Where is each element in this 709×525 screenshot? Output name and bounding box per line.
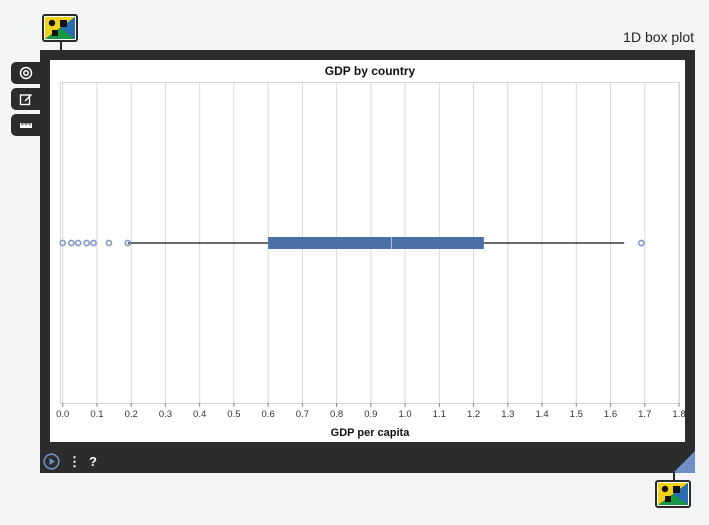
app-logo-icon [42,14,78,42]
tick-label: 0.6 [262,409,275,420]
outlier-point[interactable] [124,239,132,247]
chart-title: GDP by country [325,64,416,78]
tick-label: 1.1 [433,409,446,420]
outlier-point[interactable] [90,239,97,247]
tool-ruler-button[interactable] [11,114,41,136]
box-group[interactable] [127,237,625,249]
top-icon-connector [60,42,62,52]
box-body[interactable] [268,237,484,249]
tick-label: 1.6 [604,409,617,420]
play-icon [43,453,60,470]
outlier-point[interactable] [83,239,91,247]
box-plot-chart[interactable]: GDP by country 0.0 0.1 0.2 0.3 0.4 0.5 0.6 0.7 0… [50,60,685,442]
tick-label: 0.8 [330,409,343,420]
plot-area[interactable]: GDP by country 0.0 0.1 0.2 0.3 0.4 0.5 0.6 0.7 0… [50,60,685,442]
tick-label: 0.7 [296,409,309,420]
target-icon [19,66,33,80]
outlier-point[interactable] [105,239,113,247]
window-title: 1D box plot [623,29,694,45]
bottom-bar: ⋮ ? [40,450,695,473]
play-button[interactable] [43,453,60,474]
tick-label: 0.1 [90,409,103,420]
outlier-point[interactable] [59,239,67,247]
tick-label: 1.2 [467,409,480,420]
tick-label: 1.0 [398,409,411,420]
help-button[interactable]: ? [89,454,97,469]
tick-label: 1.8 [672,409,685,420]
tick-label: 0.2 [125,409,138,420]
tick-label: 0.4 [193,409,206,420]
tick-label: 0.0 [56,409,69,420]
tick-label: 1.3 [501,409,514,420]
tick-label: 0.3 [159,409,172,420]
tick-label: 1.4 [535,409,548,420]
app-logo-icon-bottom [655,480,691,508]
outlier-point[interactable] [67,239,75,247]
x-axis-ticks: 0.0 0.1 0.2 0.3 0.4 0.5 0.6 0.7 0.8 0.9 1.0 1.1 1.2 1… [56,403,685,420]
tick-label: 0.9 [364,409,377,420]
tool-target-button[interactable] [11,62,41,84]
outlier-points[interactable] [59,239,645,247]
x-axis-label: GDP per capita [331,427,411,439]
outlier-point[interactable] [637,239,645,247]
tool-edit-button[interactable] [11,88,41,110]
outlier-point[interactable] [74,239,82,247]
resize-handle[interactable] [673,451,695,473]
side-toolbar [11,62,41,140]
edit-icon [19,94,32,106]
tick-label: 0.5 [227,409,240,420]
ruler-icon [20,123,32,128]
bottom-icon-connector [673,472,675,480]
tick-label: 1.5 [570,409,583,420]
menu-button[interactable]: ⋮ [68,454,81,469]
tick-label: 1.7 [638,409,651,420]
